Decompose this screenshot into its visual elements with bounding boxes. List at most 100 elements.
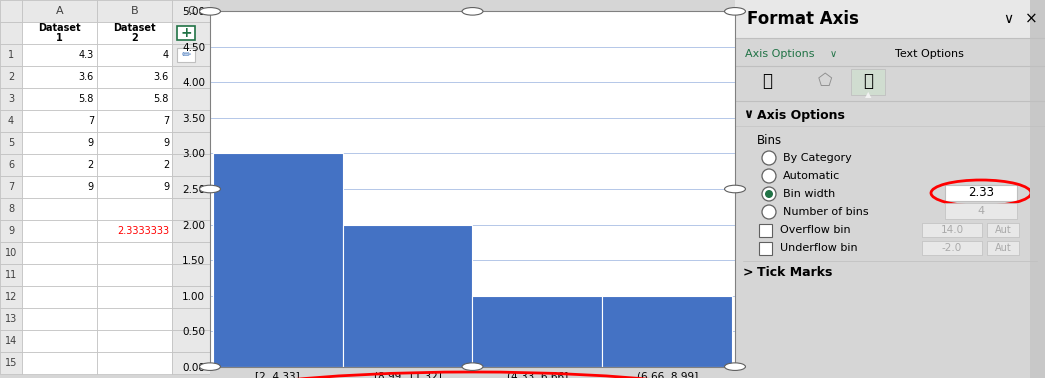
Bar (97, 44, 172, 66)
Bar (172, 242, 210, 264)
Bar (986, 241, 1019, 255)
Text: ▲: ▲ (865, 90, 872, 99)
Text: 12: 12 (5, 292, 17, 302)
Bar (172, 88, 210, 110)
Text: 9: 9 (88, 182, 94, 192)
Bar (97, 154, 172, 176)
Bar (0, 330, 22, 352)
Text: Tick Marks: Tick Marks (757, 266, 833, 279)
Text: 14.0: 14.0 (940, 225, 963, 235)
Bar (735, 0, 1045, 38)
Bar (22, 264, 97, 286)
Bar (922, 223, 982, 237)
Text: 2: 2 (88, 160, 94, 170)
Bar (172, 132, 210, 154)
Text: 7: 7 (88, 116, 94, 126)
Text: B: B (131, 6, 138, 16)
Bar (0, 22, 22, 44)
Bar (0, 176, 22, 198)
Text: 2.33: 2.33 (968, 186, 994, 200)
Bar (472, 296, 602, 367)
Bar (0, 88, 22, 110)
Bar (0, 0, 22, 22)
FancyBboxPatch shape (177, 26, 195, 40)
Bar (22, 330, 97, 352)
Bar (172, 22, 210, 44)
Text: 4: 4 (163, 50, 169, 60)
Bar (602, 296, 733, 367)
Text: 4.3: 4.3 (78, 50, 94, 60)
Bar (97, 176, 172, 198)
Bar (97, 66, 172, 88)
Bar (172, 44, 210, 66)
FancyBboxPatch shape (177, 48, 195, 62)
Bar (0, 286, 22, 308)
Text: By Category: By Category (783, 153, 852, 163)
Bar (22, 220, 97, 242)
Bar (97, 352, 172, 374)
Circle shape (765, 190, 773, 198)
Text: 📊: 📊 (863, 72, 873, 90)
Text: 3.6: 3.6 (154, 72, 169, 82)
Circle shape (762, 187, 776, 201)
Text: 8: 8 (8, 204, 14, 214)
Bar (22, 242, 97, 264)
Text: ∨: ∨ (830, 49, 837, 59)
Bar (0, 154, 22, 176)
FancyBboxPatch shape (851, 69, 885, 95)
Text: 9: 9 (163, 182, 169, 192)
Bar (22, 286, 97, 308)
Text: Text Options: Text Options (895, 49, 963, 59)
Bar (759, 224, 772, 237)
Text: 2.3333333: 2.3333333 (117, 226, 169, 236)
Bar (172, 66, 210, 88)
Bar (22, 0, 97, 22)
Bar (22, 198, 97, 220)
Text: 7: 7 (163, 116, 169, 126)
Text: C: C (187, 6, 194, 16)
Bar (922, 241, 982, 255)
Bar (22, 110, 97, 132)
Text: 4: 4 (977, 206, 984, 216)
Text: Overflow bin: Overflow bin (780, 225, 851, 235)
Bar (97, 88, 172, 110)
Bar (22, 176, 97, 198)
Bar (97, 330, 172, 352)
Circle shape (762, 151, 776, 165)
Bar (172, 176, 210, 198)
Bar (343, 225, 472, 367)
Text: Format Axis: Format Axis (747, 10, 859, 28)
Text: +: + (180, 26, 192, 40)
Bar (1030, 0, 1045, 378)
Bar (172, 198, 210, 220)
Text: 10: 10 (5, 248, 17, 258)
Circle shape (762, 205, 776, 219)
Text: Dataset
1: Dataset 1 (39, 23, 80, 43)
Bar (0, 308, 22, 330)
Bar (986, 223, 1019, 237)
Bar (172, 220, 210, 242)
Text: Aut: Aut (995, 225, 1012, 235)
Bar (172, 0, 210, 22)
Text: A: A (55, 6, 64, 16)
Bar (97, 22, 172, 44)
Bar (172, 330, 210, 352)
Text: 5: 5 (8, 138, 15, 148)
Bar (0, 110, 22, 132)
Text: 1: 1 (8, 50, 14, 60)
Text: 4: 4 (8, 116, 14, 126)
Bar (97, 110, 172, 132)
Bar (0, 220, 22, 242)
Text: 5.8: 5.8 (154, 94, 169, 104)
Bar (0, 44, 22, 66)
Text: Axis Options: Axis Options (745, 49, 814, 59)
Bar (97, 0, 172, 22)
Bar (945, 203, 1017, 219)
Bar (0, 66, 22, 88)
Bar (172, 352, 210, 374)
Bar (22, 308, 97, 330)
Text: Aut: Aut (995, 243, 1012, 253)
Bar (22, 132, 97, 154)
Bar (22, 352, 97, 374)
Text: ⬠: ⬠ (818, 72, 832, 90)
